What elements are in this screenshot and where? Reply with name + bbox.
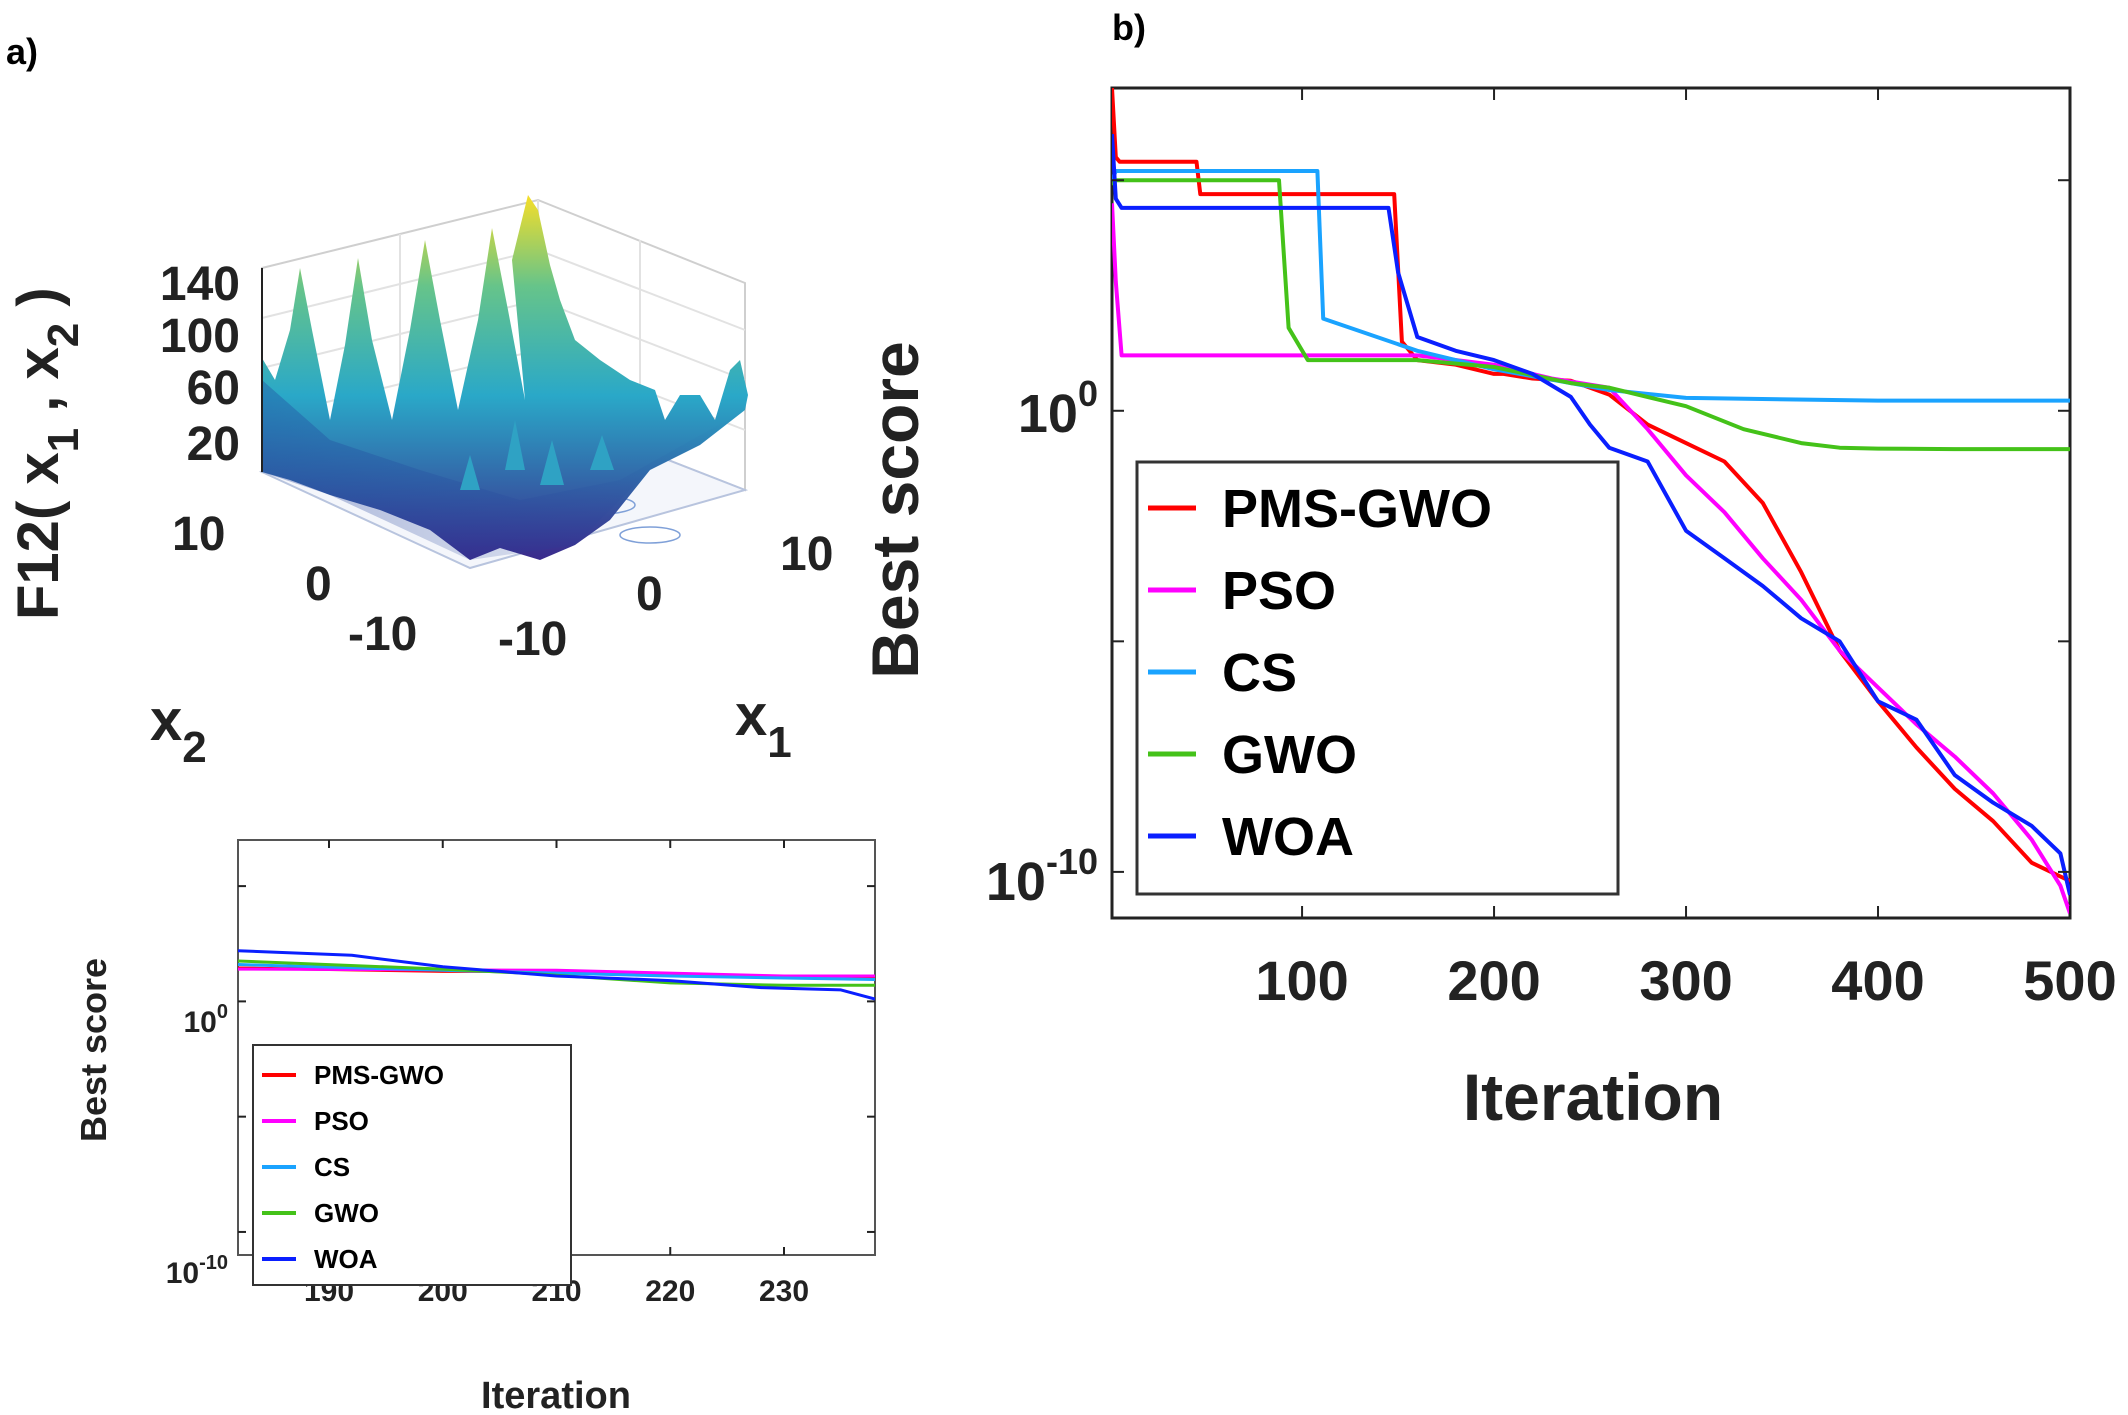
main-x-tick-label: 400: [1831, 949, 1924, 1012]
main-series-pso: [1112, 203, 2070, 915]
inset-legend-label: PMS-GWO: [314, 1060, 444, 1090]
surface-z-tick: 60: [187, 362, 240, 415]
inset-y-tick-label: 100: [184, 1001, 229, 1039]
inset-legend-label: GWO: [314, 1198, 379, 1228]
surface-x2-tick: 0: [305, 558, 332, 611]
surface-bumps: [460, 420, 614, 490]
main-y-axis-title: Best score: [858, 341, 932, 679]
inset-series-woa: [238, 949, 875, 1001]
inset-legend-items: PMS-GWO PSO CS GWO WOA: [262, 1060, 444, 1274]
inset-y-axis-title: Best score: [73, 958, 114, 1142]
main-series-group: [1112, 88, 2070, 915]
main-y-tick-label: 100: [1018, 373, 1098, 444]
main-y-ticks: 100 10-10: [986, 179, 2070, 912]
main-legend-label: WOA: [1222, 807, 1354, 867]
main-chart: 100 200 300 400 500 100 10-10 Iteration Best…: [858, 86, 2117, 1134]
inset-y-ticks: 100 10-10: [166, 885, 875, 1290]
inset-legend-label: PSO: [314, 1106, 369, 1136]
panel-a-label: a): [6, 31, 38, 72]
inset-legend: [252, 1044, 572, 1286]
main-legend-items: PMS-GWO PSO CS GWO WOA: [1148, 479, 1492, 867]
main-legend-label: CS: [1222, 643, 1297, 703]
inset-x-axis-title: Iteration: [481, 1375, 631, 1415]
main-x-axis-title: Iteration: [1463, 1060, 1723, 1134]
inset-chart: 190 200 210 220 230 100 10-10 Iteration Best…: [73, 839, 876, 1415]
main-legend-label: GWO: [1222, 725, 1357, 785]
surface-plot: 140 100 60 20 10 0 -10 -10 0 10 x2 x1 F1…: [6, 195, 833, 772]
inset-x-ticks: 190 200 210 220 230: [304, 840, 809, 1308]
surface-z-label: F12( x1 , x2 ): [6, 287, 88, 620]
main-y-tick-label: 10-10: [986, 841, 1098, 912]
surface-x2-tick: -10: [348, 608, 417, 661]
main-legend: [1135, 460, 1620, 896]
surface-x1-label: x1: [735, 683, 792, 767]
surface-z-tick: 140: [160, 258, 240, 311]
main-series-woa: [1112, 133, 2070, 896]
surface-z-tick: 100: [160, 310, 240, 363]
inset-legend-label: WOA: [314, 1244, 378, 1274]
main-x-tick-label: 500: [2023, 949, 2116, 1012]
main-legend-label: PSO: [1222, 561, 1336, 621]
main-series-gwo: [1112, 178, 2070, 452]
inset-series-group: [238, 949, 875, 1001]
inset-y-tick-label: 10-10: [166, 1252, 228, 1290]
surface-x2-label: x2: [150, 688, 207, 772]
surface-z-tick: 20: [187, 418, 240, 471]
inset-x-tick-label: 220: [645, 1275, 695, 1308]
inset-series-cs: [238, 963, 875, 981]
main-series-cs: [1112, 169, 2070, 403]
surface-shadow: [262, 380, 745, 560]
inset-legend-label: CS: [314, 1152, 350, 1182]
main-x-ticks: 100 200 300 400 500: [1255, 88, 2117, 1012]
surface-x1-tick: 10: [780, 528, 833, 581]
surface-x2-tick: 10: [172, 508, 225, 561]
inset-x-tick-label: 230: [759, 1275, 809, 1308]
surface-x1-tick: 0: [636, 568, 663, 621]
surface-x1-tick: -10: [498, 613, 567, 666]
panel-b-label: b): [1112, 7, 1146, 48]
main-x-tick-label: 300: [1639, 949, 1732, 1012]
main-x-tick-label: 100: [1255, 949, 1348, 1012]
main-legend-label: PMS-GWO: [1222, 479, 1492, 539]
main-x-tick-label: 200: [1447, 949, 1540, 1012]
